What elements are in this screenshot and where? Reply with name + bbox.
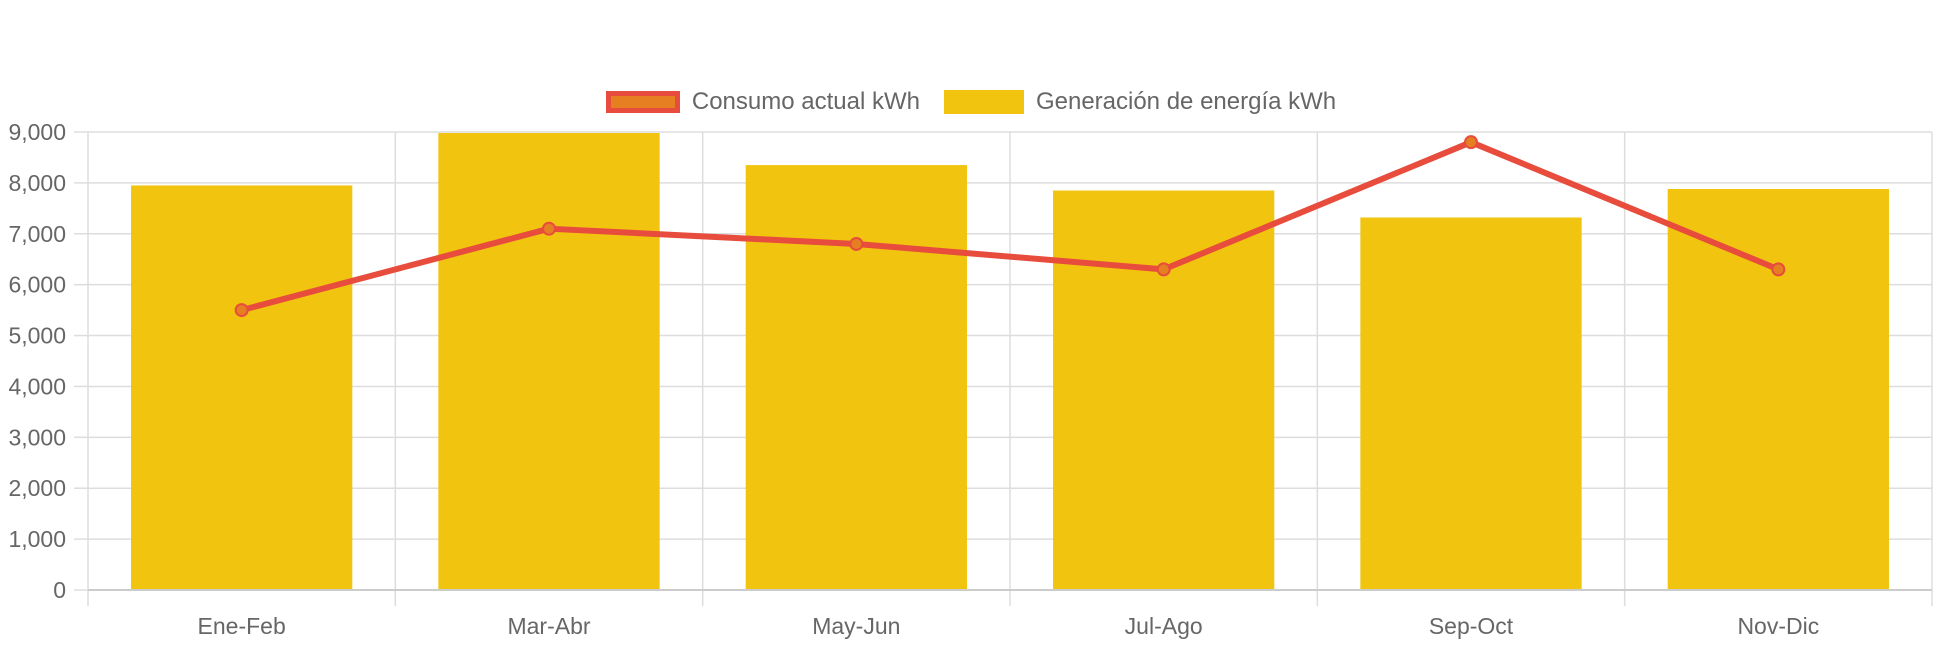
point-consumo[interactable] [1156, 262, 1171, 277]
legend-swatch-bar [943, 90, 1024, 114]
line-consumo [240, 139, 1780, 314]
point-consumo[interactable] [1771, 262, 1786, 277]
legend-swatch-line [605, 91, 680, 113]
bar-generacion[interactable] [1667, 188, 1889, 591]
y-tick-label: 7,000 [8, 221, 66, 247]
x-tick-label: Sep-Oct [1429, 613, 1514, 639]
legend-item-consumo[interactable]: Consumo actual kWh [605, 88, 920, 116]
bar-generacion[interactable] [1360, 217, 1582, 590]
legend-label-generacion: Generación de energía kWh [1035, 88, 1337, 115]
bar-generacion[interactable] [745, 165, 967, 591]
y-tick-label: 4,000 [8, 373, 66, 399]
point-consumo[interactable] [234, 303, 249, 318]
y-tick-label: 1,000 [8, 526, 66, 552]
x-tick-label: Nov-Dic [1737, 613, 1819, 639]
x-tick-label: Ene-Feb [198, 613, 286, 639]
y-tick-label: 9,000 [8, 119, 66, 145]
y-tick-label: 2,000 [8, 475, 66, 501]
bar-generacion[interactable] [1053, 190, 1275, 590]
y-tick-label: 5,000 [8, 323, 66, 349]
legend-item-generacion[interactable]: Generación de energía kWh [943, 88, 1337, 116]
bar-generacion[interactable] [438, 133, 660, 591]
point-consumo[interactable] [1464, 135, 1478, 150]
point-consumo[interactable] [542, 221, 556, 236]
y-tick-label: 3,000 [8, 424, 66, 450]
legend: Consumo actual kWh Generación de energía… [0, 84, 1942, 120]
y-tick-label: 0 [53, 577, 66, 603]
point-consumo[interactable] [849, 236, 864, 251]
bar-generacion[interactable] [131, 185, 353, 590]
x-tick-label: May-Jun [812, 613, 900, 639]
x-tick-label: Jul-Ago [1125, 613, 1203, 639]
x-tick-label: Mar-Abr [507, 613, 590, 639]
y-tick-label: 8,000 [8, 170, 66, 196]
y-tick-label: 6,000 [8, 272, 66, 298]
legend-label-consumo: Consumo actual kWh [691, 88, 920, 115]
